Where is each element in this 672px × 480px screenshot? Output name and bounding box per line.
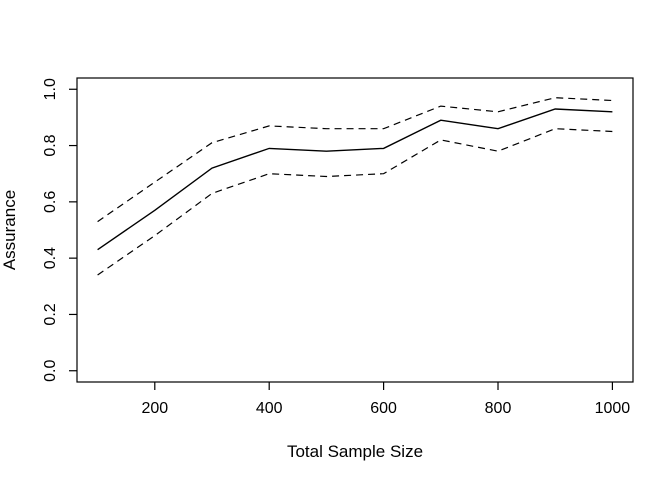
y-tick-label: 0.8 [42,134,59,156]
x-tick-label: 600 [370,400,397,417]
chart-series [97,97,613,276]
y-axis-ticks: 0.0 0.2 0.4 0.6 0.8 1.0 [42,78,77,382]
y-axis-title: Assurance [0,190,19,270]
x-tick-label: 400 [256,400,283,417]
x-tick-label: 200 [141,400,168,417]
y-tick-label: 0.2 [42,303,59,325]
y-tick-label: 1.0 [42,78,59,100]
upper-confidence-band-line [97,97,613,223]
lower-confidence-band-line [97,128,613,276]
x-tick-label: 1000 [595,400,631,417]
assurance-estimate-line [97,108,613,251]
x-axis-ticks: 200 400 600 800 1000 [141,382,630,417]
y-tick-label: 0.0 [42,360,59,382]
y-tick-label: 0.4 [42,247,59,269]
y-tick-label: 0.6 [42,191,59,213]
x-tick-label: 800 [485,400,512,417]
plot-area-border [76,77,634,383]
x-axis-title: Total Sample Size [287,442,423,461]
